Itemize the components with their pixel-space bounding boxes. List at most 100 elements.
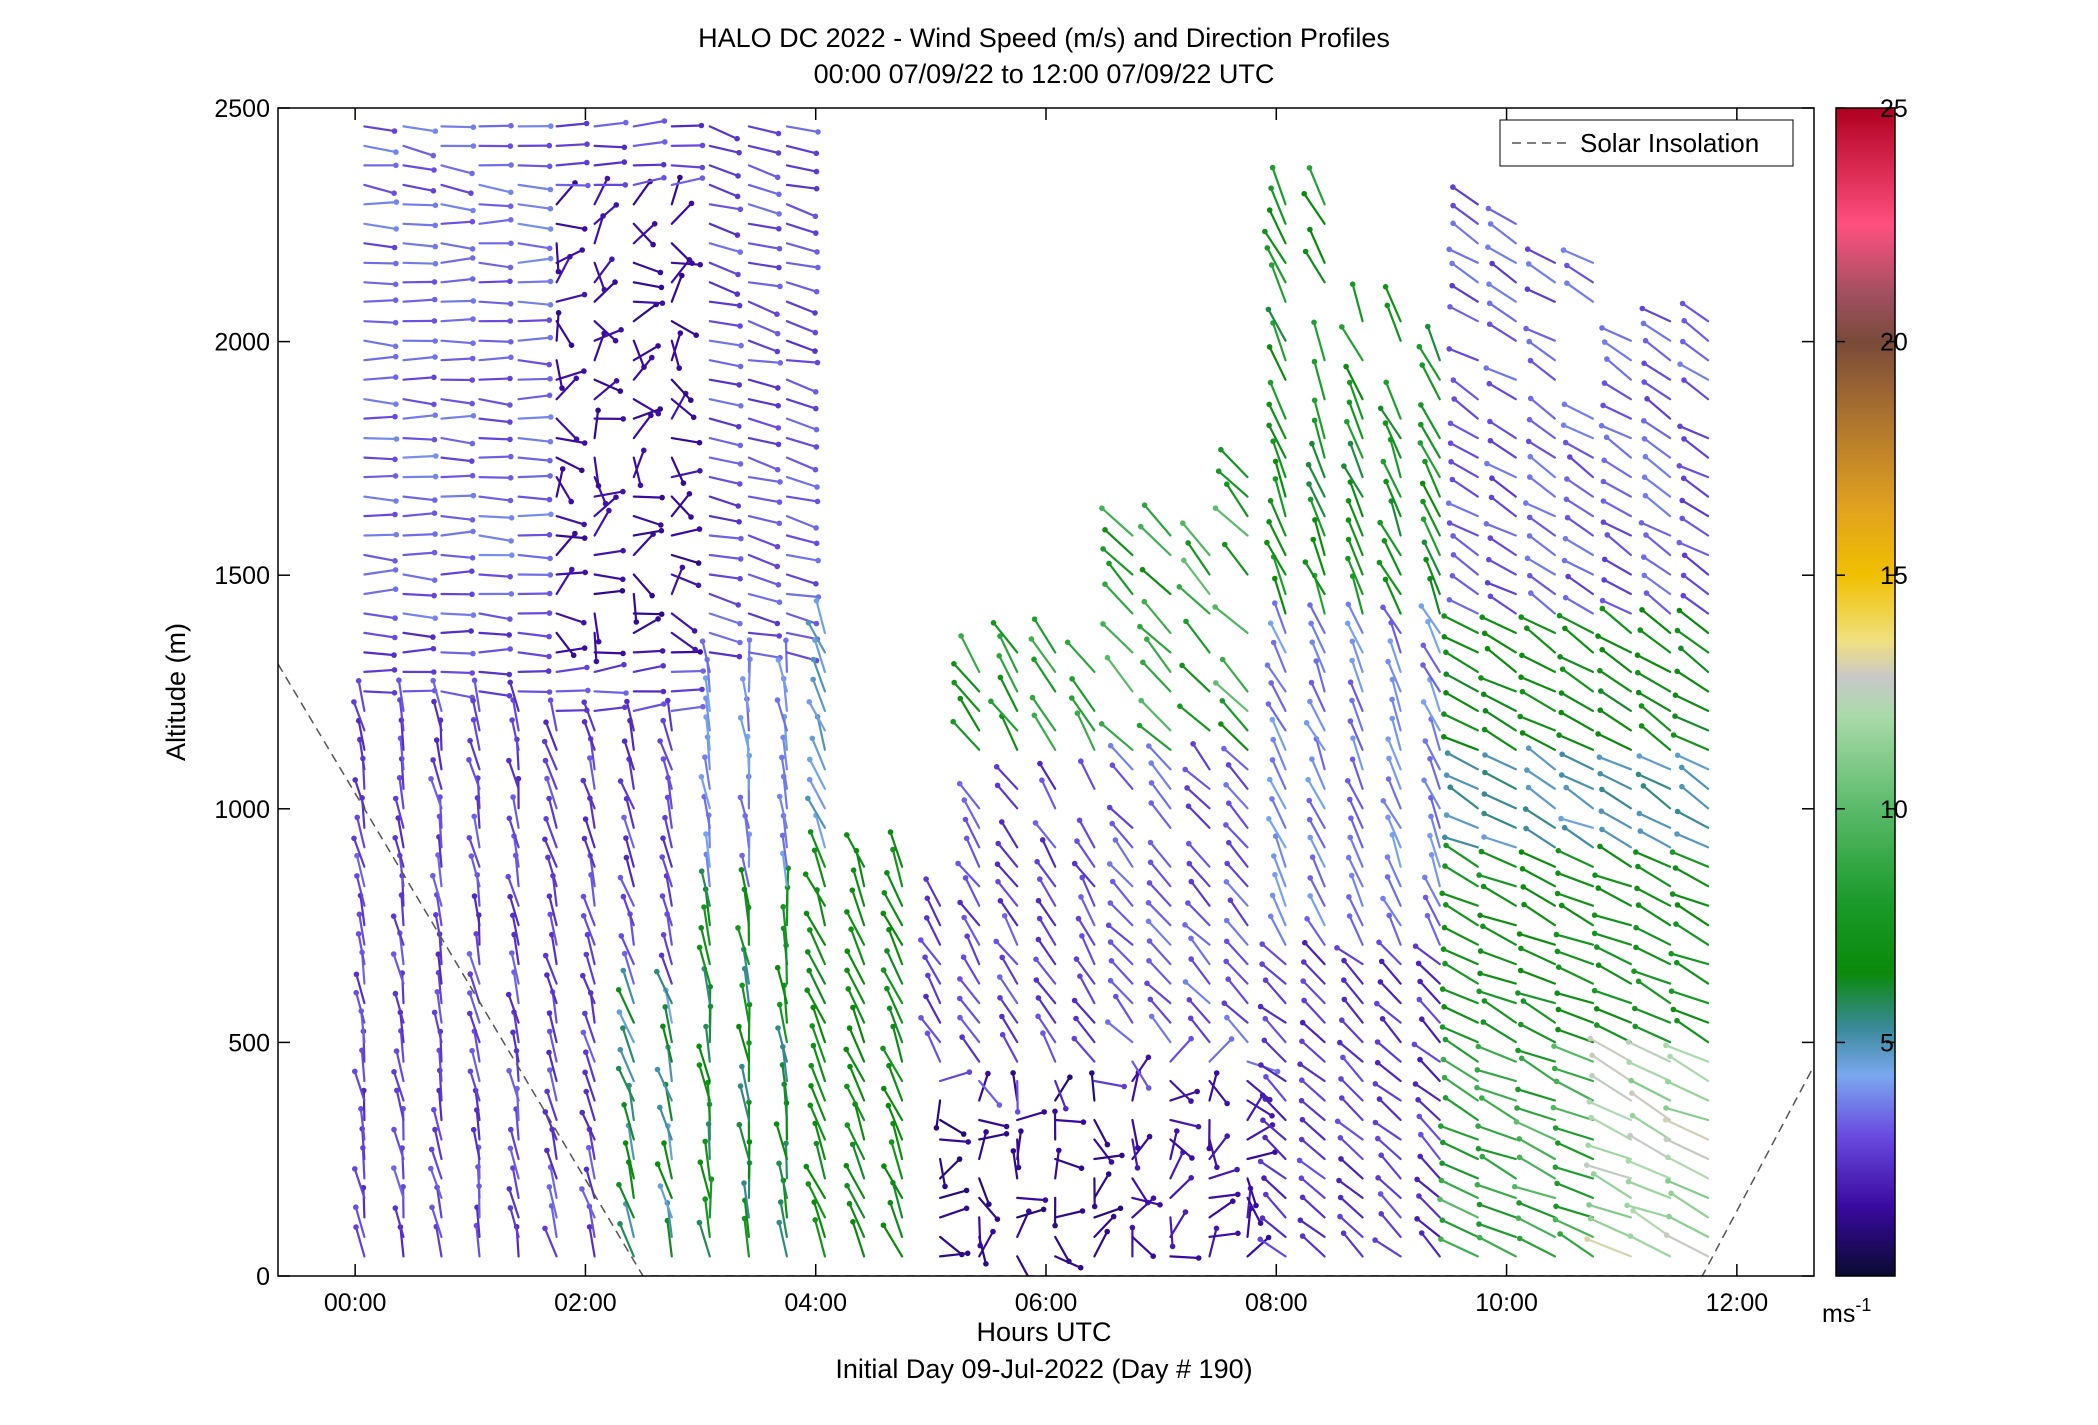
- wind-vector: [394, 1206, 405, 1239]
- wind-vector: [1222, 747, 1249, 771]
- wind-vector: [965, 837, 981, 868]
- wind-vector: [472, 699, 481, 732]
- wind-vector-head: [432, 531, 438, 537]
- wind-vector-head: [1382, 284, 1389, 290]
- wind-vector-head: [469, 555, 476, 561]
- wind-vector-head: [776, 191, 782, 198]
- wind-vector-head: [1389, 715, 1395, 722]
- wind-vector-head: [1412, 1081, 1419, 1087]
- wind-vector-head: [392, 615, 398, 621]
- wind-vector-head: [1642, 453, 1649, 460]
- wind-vector-head: [1300, 978, 1306, 984]
- wind-vector-head: [1148, 780, 1155, 786]
- wind-vector-head: [804, 987, 810, 993]
- legend: Solar Insolation: [1499, 119, 1794, 167]
- wind-vector: [1664, 1044, 1710, 1063]
- wind-vector-head: [621, 950, 628, 957]
- wind-vector: [804, 873, 827, 907]
- wind-vector-head: [1185, 900, 1191, 906]
- wind-vector-head: [1213, 680, 1219, 686]
- wind-vector: [1595, 1023, 1633, 1044]
- wind-vector: [1033, 714, 1057, 751]
- wind-vector: [593, 509, 611, 537]
- wind-vector-head: [1480, 883, 1487, 890]
- wind-vector: [1342, 1232, 1364, 1258]
- wind-vector-head: [355, 678, 362, 684]
- wind-vector-head: [1148, 800, 1154, 806]
- wind-vector-head: [1414, 1216, 1420, 1222]
- wind-vector: [588, 1205, 596, 1239]
- wind-vector: [627, 1124, 635, 1161]
- wind-vector-head: [1384, 854, 1391, 860]
- wind-vector-head: [1349, 756, 1356, 763]
- wind-vector: [747, 456, 779, 471]
- wind-vector-head: [1383, 478, 1389, 485]
- wind-vector-head: [1272, 600, 1278, 606]
- wind-vector: [708, 514, 741, 523]
- wind-vector-head: [1073, 956, 1080, 962]
- wind-vector: [785, 417, 818, 431]
- wind-vector-head: [780, 734, 786, 741]
- wind-vector: [1601, 648, 1633, 674]
- wind-vector-head: [352, 1166, 358, 1172]
- wind-vector-head: [392, 343, 399, 350]
- wind-vector: [1666, 1080, 1710, 1102]
- wind-vector-head: [391, 1165, 397, 1171]
- wind-vector-head: [1378, 1152, 1384, 1158]
- wind-vector: [1451, 574, 1479, 596]
- wind-vector-head: [659, 854, 665, 860]
- wind-vector-head: [1309, 440, 1315, 447]
- wind-vector-head: [392, 511, 398, 518]
- y-axis-label: Altitude (m): [161, 623, 191, 761]
- wind-vector: [1448, 248, 1479, 264]
- wind-vector-head: [469, 246, 476, 252]
- wind-vector: [1340, 325, 1364, 362]
- y-tick-label: 2500: [214, 95, 270, 123]
- wind-vector-head: [1226, 800, 1232, 806]
- wind-vector-head: [738, 867, 745, 873]
- wind-vector-head: [951, 661, 957, 667]
- wind-vector-head: [1380, 798, 1387, 804]
- wind-vector: [1559, 817, 1595, 829]
- wind-vector-head: [884, 985, 890, 992]
- wind-vector: [665, 874, 673, 907]
- wind-vector-head: [1306, 165, 1313, 171]
- wind-vector: [1208, 1037, 1233, 1063]
- wind-vector-head: [1376, 559, 1383, 566]
- wind-vector-head: [467, 737, 473, 744]
- wind-vector: [747, 359, 782, 364]
- wind-vector-head: [1188, 1175, 1194, 1181]
- wind-vector: [509, 1206, 520, 1239]
- wind-vector-head: [803, 910, 810, 917]
- wind-vector: [813, 849, 827, 888]
- wind-vector: [632, 617, 660, 635]
- wind-vector-head: [429, 1204, 435, 1211]
- wind-vector: [1556, 950, 1595, 966]
- wind-vector-head: [1518, 674, 1524, 680]
- wind-vector-head: [506, 671, 513, 678]
- wind-vector-head: [846, 1025, 853, 1031]
- wind-vector-head: [1680, 572, 1687, 579]
- wind-vector-head: [1345, 601, 1352, 608]
- wind-vector-head: [432, 243, 439, 250]
- wind-vector: [1101, 622, 1134, 654]
- wind-vector-head: [431, 167, 437, 173]
- wind-vector: [1601, 607, 1633, 635]
- wind-vector: [1587, 1203, 1633, 1219]
- wind-vector-head: [813, 168, 820, 175]
- wind-vector-head: [432, 338, 439, 344]
- wind-vector-head: [1334, 945, 1340, 951]
- wind-vector: [555, 514, 586, 526]
- wind-vector-head: [775, 425, 782, 431]
- wind-vector-head: [1372, 1119, 1379, 1126]
- wind-vector: [402, 631, 434, 639]
- wind-vector-head: [569, 566, 575, 573]
- wind-vector: [658, 1106, 673, 1141]
- wind-vector-head: [845, 986, 852, 992]
- wind-vector: [400, 893, 405, 927]
- wind-vector: [708, 222, 739, 237]
- wind-vector: [656, 1068, 673, 1102]
- wind-vector-head: [658, 611, 665, 617]
- wind-vector-head: [650, 241, 656, 248]
- wind-vector: [1439, 1238, 1479, 1258]
